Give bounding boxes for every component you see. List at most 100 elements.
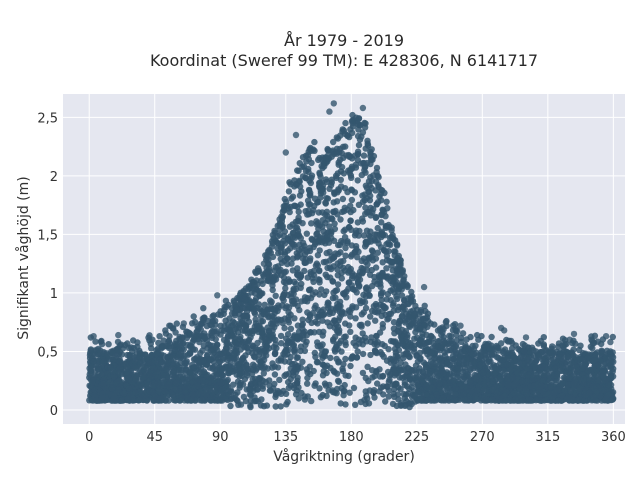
- data-point: [388, 233, 395, 241]
- data-point: [327, 354, 334, 362]
- data-point: [219, 378, 226, 386]
- data-point: [271, 371, 279, 378]
- data-point: [472, 395, 480, 402]
- data-point: [293, 250, 300, 257]
- data-point: [210, 312, 217, 319]
- data-point: [264, 268, 271, 275]
- data-point: [310, 367, 317, 375]
- data-point: [231, 312, 239, 319]
- data-point: [259, 280, 266, 288]
- data-point: [252, 316, 259, 323]
- data-point: [393, 270, 400, 277]
- data-point: [579, 350, 587, 357]
- data-point: [314, 230, 321, 237]
- data-point: [374, 380, 381, 387]
- data-point: [259, 318, 267, 325]
- data-point: [497, 376, 504, 383]
- data-point: [354, 254, 361, 261]
- data-point: [540, 341, 547, 348]
- data-point: [230, 297, 237, 304]
- data-point: [286, 179, 293, 186]
- data-point: [342, 339, 349, 346]
- data-point: [364, 363, 371, 370]
- data-point: [166, 343, 173, 350]
- data-point: [482, 350, 489, 358]
- data-point: [373, 332, 380, 340]
- data-point: [339, 195, 347, 203]
- data-point: [590, 393, 597, 401]
- data-point: [226, 315, 233, 322]
- data-point: [346, 322, 353, 329]
- data-point: [88, 363, 95, 370]
- data-point: [352, 401, 359, 408]
- data-point: [286, 208, 293, 216]
- data-point: [489, 386, 496, 394]
- data-point: [441, 340, 448, 347]
- data-point: [391, 345, 399, 353]
- data-point: [294, 302, 301, 310]
- data-point: [231, 355, 238, 363]
- data-point: [259, 385, 266, 392]
- data-point: [142, 351, 149, 359]
- data-point: [390, 319, 398, 326]
- data-point: [383, 357, 391, 364]
- data-point: [505, 337, 513, 344]
- data-point: [312, 302, 319, 309]
- data-point: [295, 208, 302, 215]
- data-point: [280, 233, 288, 240]
- data-point: [257, 380, 264, 388]
- data-point: [312, 353, 319, 361]
- data-point: [319, 332, 326, 339]
- data-point: [298, 389, 305, 397]
- data-point: [310, 278, 317, 285]
- data-point: [169, 368, 177, 376]
- data-point: [158, 344, 165, 352]
- data-point: [338, 183, 345, 190]
- data-point: [290, 297, 297, 304]
- data-point: [400, 367, 408, 374]
- data-point: [302, 174, 309, 181]
- data-point: [400, 354, 407, 362]
- data-point: [382, 224, 390, 231]
- data-point: [438, 365, 445, 372]
- data-point: [291, 278, 298, 285]
- data-point: [146, 371, 153, 379]
- data-point: [375, 273, 383, 281]
- data-point: [285, 346, 292, 354]
- data-point: [222, 297, 230, 304]
- data-point: [515, 345, 522, 353]
- data-point: [452, 343, 459, 350]
- data-point: [408, 288, 415, 296]
- data-point: [348, 155, 356, 162]
- data-point: [325, 300, 332, 307]
- data-point: [529, 388, 536, 395]
- data-point: [204, 351, 211, 358]
- data-point: [199, 377, 206, 385]
- data-point: [433, 369, 440, 376]
- data-point: [200, 357, 207, 364]
- data-point: [320, 306, 327, 313]
- data-point: [379, 372, 387, 380]
- data-point: [355, 248, 362, 255]
- data-point: [384, 290, 392, 298]
- data-point: [573, 356, 581, 363]
- data-point: [370, 303, 378, 310]
- data-point: [522, 386, 530, 393]
- data-point: [397, 333, 405, 340]
- data-point: [354, 121, 362, 128]
- data-point: [377, 301, 384, 308]
- data-point: [549, 343, 556, 350]
- data-point: [329, 147, 337, 154]
- data-point: [281, 195, 288, 203]
- data-point: [187, 368, 194, 376]
- data-point: [288, 195, 295, 202]
- data-point: [266, 382, 273, 389]
- data-point: [348, 354, 356, 362]
- data-point: [284, 331, 292, 338]
- data-point: [378, 384, 385, 391]
- data-point: [411, 335, 418, 342]
- data-point: [227, 402, 234, 410]
- data-point: [330, 208, 337, 215]
- data-point: [292, 202, 299, 210]
- data-point: [335, 329, 343, 336]
